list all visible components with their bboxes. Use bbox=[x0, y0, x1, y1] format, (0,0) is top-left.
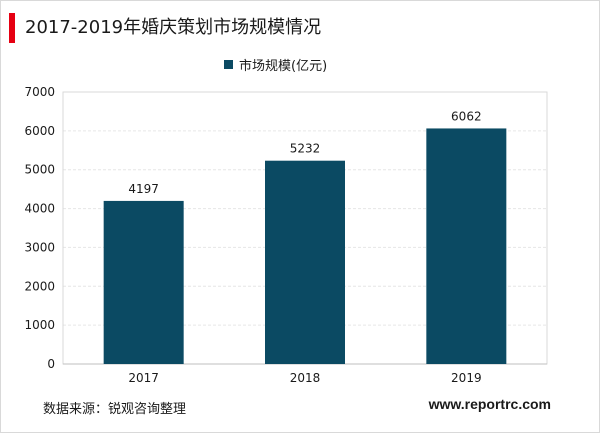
data-label-2017: 4197 bbox=[128, 182, 159, 196]
x-tick-label: 2017 bbox=[128, 371, 159, 385]
y-tick-label: 1000 bbox=[24, 318, 55, 332]
bars bbox=[103, 128, 507, 364]
y-tick-label: 7000 bbox=[24, 85, 55, 99]
chart-title: 2017-2019年婚庆策划市场规模情况 bbox=[25, 17, 322, 38]
x-tick-label: 2019 bbox=[451, 371, 482, 385]
x-tick-label: 2018 bbox=[290, 371, 321, 385]
y-tick-label: 6000 bbox=[24, 124, 55, 138]
bar-2018 bbox=[265, 160, 345, 364]
y-tick-label: 0 bbox=[47, 357, 55, 371]
y-tick-label: 5000 bbox=[24, 163, 55, 177]
y-tick-label: 3000 bbox=[24, 240, 55, 254]
legend: 市场规模(亿元) bbox=[224, 55, 327, 74]
data-labels: 4197 5232 6062 bbox=[128, 109, 481, 195]
legend-swatch bbox=[224, 60, 233, 69]
title-accent-bar bbox=[9, 13, 15, 43]
data-label-2019: 6062 bbox=[451, 109, 482, 123]
data-label-2018: 5232 bbox=[290, 142, 321, 156]
data-source-note: 数据来源：锐观咨询整理 bbox=[43, 402, 187, 417]
bar-2019 bbox=[426, 128, 507, 364]
y-tick-label: 4000 bbox=[24, 202, 55, 216]
y-tick-label: 2000 bbox=[24, 279, 55, 293]
website-link[interactable]: www.reportrc.com bbox=[428, 396, 551, 412]
bar-2017 bbox=[103, 200, 184, 364]
legend-label: 市场规模(亿元) bbox=[239, 59, 328, 74]
